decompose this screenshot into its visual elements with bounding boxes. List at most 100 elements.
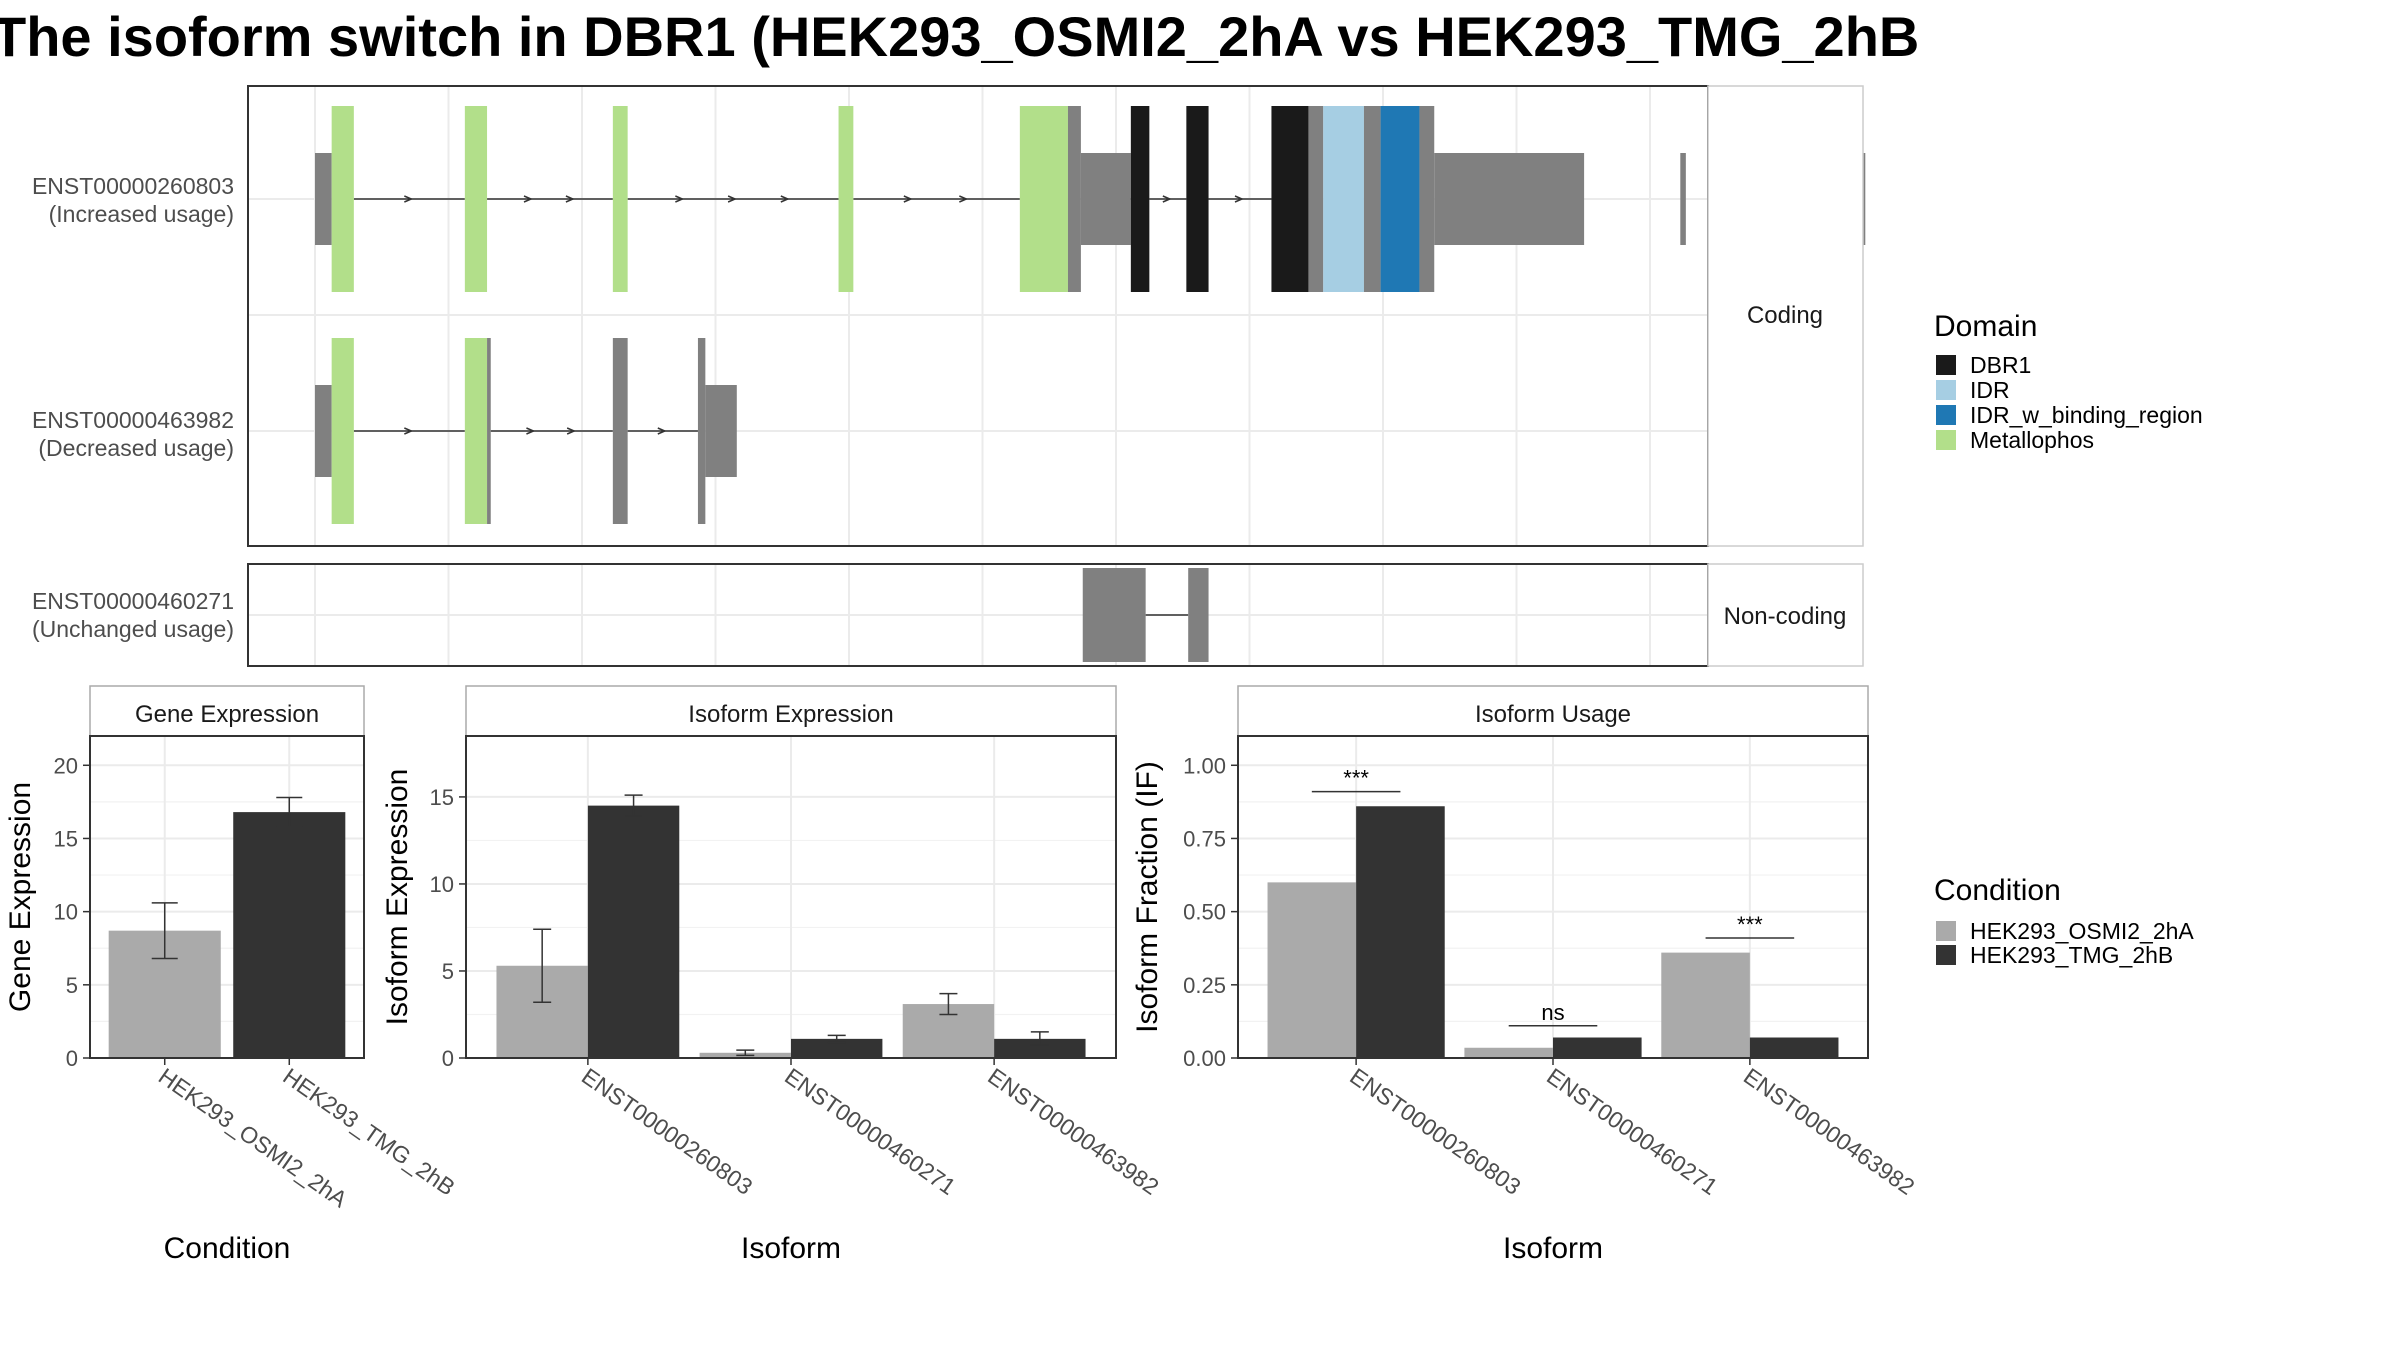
x-tick-label: ENST00000463982: [1739, 1063, 1919, 1200]
x-axis-title: Isoform: [741, 1232, 841, 1265]
intron-arrow: [526, 427, 536, 435]
panel-border: [89, 735, 365, 1059]
cds-exon: [1363, 106, 1381, 292]
bar-HEK293_TMG_2hB-ENST00000463982: [994, 1038, 1086, 1058]
utr-exon: [1680, 153, 1686, 245]
utr-exon: [1080, 153, 1131, 245]
transcript-note-3: (Unchanged usage): [32, 616, 234, 642]
domain-exon-Metallophos: [464, 338, 488, 524]
panel-strip: [465, 685, 1117, 737]
domain-legend-key: [1936, 355, 1956, 375]
domain-exon-DBR1: [1186, 106, 1209, 292]
x-tick-label: ENST00000460271: [780, 1063, 960, 1200]
significance-label: ns: [1541, 1000, 1564, 1025]
y-tick-label: 5: [442, 959, 454, 984]
noncoding-gridlines: [249, 565, 1707, 665]
condition-legend-key-1: [1936, 921, 1956, 941]
panel-strip: [89, 685, 365, 737]
cds-exon: [612, 338, 628, 524]
transcript-ENST00000460271: [1082, 568, 1209, 662]
panel-title: Isoform Expression: [688, 701, 893, 728]
intron-arrow: [566, 427, 577, 435]
y-axis-title: Isoform Fraction (IF): [1131, 761, 1164, 1033]
domain-exon-Metallophos: [1019, 106, 1068, 292]
transcript-label-3: ENST00000460271: [32, 588, 234, 614]
domain-exon-Metallophos: [331, 338, 354, 524]
x-axis-title: Condition: [164, 1232, 291, 1265]
intron-arrow: [404, 427, 414, 435]
domain-exon-DBR1: [1130, 106, 1150, 292]
domain-legend-label: Metallophos: [1970, 427, 2094, 453]
y-tick-label: 5: [66, 973, 78, 998]
bar-HEK293_TMG_2hB-ENST00000260803: [1356, 806, 1445, 1058]
cds-exon: [1067, 106, 1081, 292]
y-tick-label: 15: [430, 785, 454, 810]
bar-HEK293_OSMI2_2hA-ENST00000463982: [1661, 952, 1750, 1058]
intron-arrow: [903, 195, 913, 203]
noncoding-transcript-layer: [1082, 568, 1209, 662]
coding-strip-label: Coding: [1747, 302, 1823, 329]
utr-exon: [315, 153, 332, 245]
intron-arrow: [565, 195, 575, 203]
y-tick-label: 0: [442, 1046, 454, 1071]
bar-HEK293_OSMI2_2hA-ENST00000460271: [1464, 1047, 1553, 1058]
y-tick-label: 10: [54, 900, 78, 925]
noncoding-strip: [1707, 563, 1864, 667]
x-tick-label: ENST00000463982: [983, 1063, 1163, 1200]
structure-panel: Coding Non-coding ENST00000260803 (Incre…: [32, 85, 1866, 667]
isoform-usage-chart: Isoform Usage 0.00 0.25 0.50 0.75 1.00 *** ns **…: [1131, 685, 1919, 1265]
x-tick-label: ENST00000460271: [1542, 1063, 1722, 1200]
condition-legend-key-2: [1936, 945, 1956, 965]
intron-arrow: [727, 195, 738, 203]
x-tick-label: ENST00000260803: [577, 1063, 757, 1200]
domain-legend-key: [1936, 405, 1956, 425]
domain-exon-IDR: [1323, 106, 1364, 292]
noncoding-exon: [1082, 568, 1146, 662]
y-tick-label: 0.75: [1183, 826, 1226, 851]
transcript-ENST00000260803: [315, 106, 1866, 292]
y-tick-label: 1.00: [1183, 753, 1226, 778]
domain-legend: Domain DBR1IDRIDR_w_binding_regionMetall…: [1934, 310, 2203, 453]
x-axis-title: Isoform: [1503, 1232, 1603, 1265]
y-tick-label: 10: [430, 872, 454, 897]
utr-exon-tail: [1434, 153, 1585, 245]
domain-legend-title: Domain: [1934, 310, 2037, 343]
cds-exon: [1308, 106, 1324, 292]
domain-exon-IDR_w_binding_region: [1380, 106, 1420, 292]
y-tick-label: 15: [54, 826, 78, 851]
transcript-label-2: ENST00000463982: [32, 407, 234, 433]
cds-exon: [697, 338, 706, 524]
figure-title: The isoform switch in DBR1 (HEK293_OSMI2…: [0, 5, 1919, 68]
bar-HEK293_TMG_2hB-ENST00000260803: [587, 805, 680, 1058]
domain-exon-Metallophos: [838, 106, 854, 292]
condition-legend-title: Condition: [1934, 874, 2061, 907]
domain-exon-DBR1: [1271, 106, 1309, 292]
noncoding-exon: [1188, 568, 1209, 662]
y-tick-label: 0: [66, 1046, 78, 1071]
condition-legend: Condition HEK293_OSMI2_2hA HEK293_TMG_2h…: [1934, 874, 2194, 968]
cds-exon: [1419, 106, 1435, 292]
intron-arrow: [780, 195, 790, 203]
domain-legend-label: IDR: [1970, 377, 2010, 403]
condition-legend-label-2: HEK293_TMG_2hB: [1970, 942, 2173, 968]
y-axis-title: Gene Expression: [4, 782, 37, 1012]
domain-legend-label: IDR_w_binding_region: [1970, 402, 2203, 428]
noncoding-strip-label: Non-coding: [1724, 603, 1847, 630]
condition-legend-label-1: HEK293_OSMI2_2hA: [1970, 918, 2194, 944]
domain-exon-Metallophos: [331, 106, 354, 292]
panel-title: Isoform Usage: [1475, 701, 1631, 728]
domain-legend-key: [1936, 430, 1956, 450]
intron-arrow: [675, 195, 685, 203]
bar-HEK293_TMG_2hB: [233, 812, 346, 1058]
panel-title: Gene Expression: [135, 701, 319, 728]
bar-HEK293_TMG_2hB-ENST00000460271: [1553, 1037, 1642, 1058]
significance-label: ***: [1737, 912, 1763, 937]
bar-HEK293_TMG_2hB-ENST00000460271: [791, 1038, 883, 1058]
utr-exon: [315, 385, 332, 477]
y-tick-label: 0.25: [1183, 973, 1226, 998]
intron-arrow: [959, 195, 969, 203]
intron-arrow: [404, 195, 414, 203]
intron-arrow: [1162, 195, 1172, 203]
